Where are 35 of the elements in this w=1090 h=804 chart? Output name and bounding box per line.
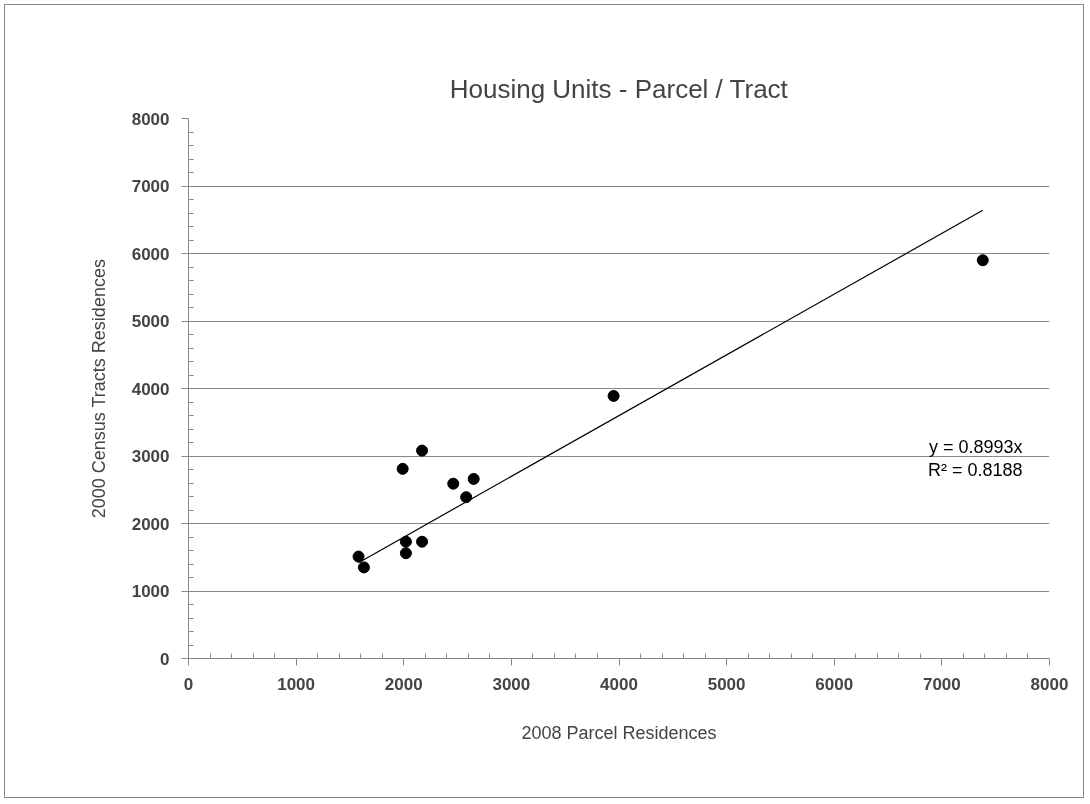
point	[460, 491, 473, 504]
y-axis-title: 2000 Census Tracts Residences	[88, 259, 109, 519]
point	[399, 535, 412, 548]
point	[416, 535, 429, 548]
point	[976, 254, 989, 267]
chart-title: Housing Units - Parcel / Tract	[449, 73, 789, 104]
y-tick-label: 7000	[131, 177, 170, 196]
x-tick-label: 3000	[492, 674, 531, 694]
x-tick-label: 5000	[707, 674, 746, 694]
x-tick-label: 1000	[277, 674, 316, 694]
point	[357, 561, 370, 574]
x-axis-title: 2008 Parcel Residences	[521, 722, 717, 743]
y-tick-label: 1000	[131, 582, 170, 601]
point	[352, 550, 365, 563]
x-tick-label: 8000	[1030, 674, 1069, 694]
point	[416, 444, 429, 457]
point	[447, 477, 460, 490]
y-tick-label: 8000	[131, 109, 170, 129]
annotation: R² = 0.8188	[927, 459, 1023, 480]
y-tick-label: 5000	[131, 312, 170, 331]
y-tick-label: 6000	[131, 244, 170, 264]
point	[396, 462, 409, 475]
annotation: y = 0.8993x	[928, 436, 1023, 457]
x-tick-label: 7000	[922, 674, 961, 694]
x-tick-label: 6000	[815, 674, 854, 694]
point	[467, 472, 480, 485]
y-tick-label: 2000	[131, 514, 170, 534]
x-tick-label: 2000	[384, 674, 423, 694]
y-tick-label: 3000	[131, 447, 170, 466]
x-tick-label: 4000	[600, 674, 638, 694]
point	[607, 389, 620, 402]
y-tick-label: 4000	[131, 379, 170, 399]
point	[399, 547, 412, 560]
y-tick-label: 0	[160, 649, 170, 669]
x-tick-label: 0	[183, 674, 194, 694]
